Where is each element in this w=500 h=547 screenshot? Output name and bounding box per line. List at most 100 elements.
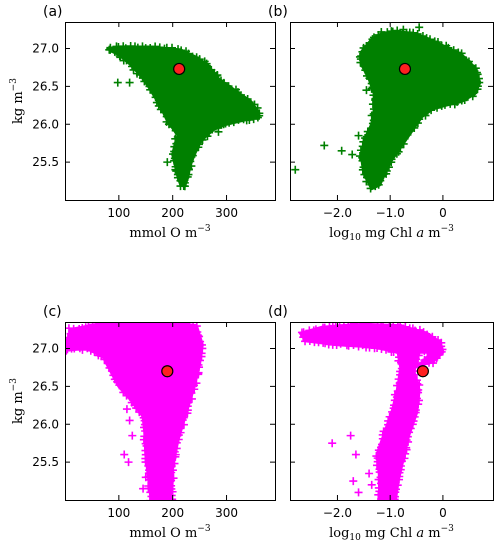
plot-frame <box>65 322 276 501</box>
data-point <box>408 420 417 429</box>
data-point <box>195 356 204 365</box>
data-point <box>404 437 413 446</box>
data-point <box>249 115 258 124</box>
x-axis-label: mmol O m−3 <box>129 524 210 541</box>
data-point <box>393 481 402 490</box>
data-point <box>121 44 130 53</box>
data-point <box>184 165 193 174</box>
data-point <box>423 106 432 115</box>
data-point <box>342 341 351 350</box>
x-tick-label: 200 <box>161 506 184 520</box>
data-point <box>367 480 376 489</box>
data-point <box>344 322 353 329</box>
data-point <box>128 431 137 440</box>
data-point <box>291 165 300 174</box>
data-point <box>348 150 357 159</box>
data-point <box>125 78 134 87</box>
data-point <box>255 111 264 120</box>
data-point <box>168 43 177 52</box>
x-axis-label: mmol O m−3 <box>129 224 210 241</box>
data-cloud <box>291 23 484 193</box>
data-point <box>395 349 404 358</box>
data-point <box>203 132 212 141</box>
data-point <box>402 445 411 454</box>
data-point <box>115 52 124 61</box>
data-point <box>300 332 309 341</box>
data-point <box>320 141 329 150</box>
data-point <box>253 103 262 112</box>
data-point <box>301 337 310 346</box>
y-tick-label: 26.0 <box>32 117 59 131</box>
data-point <box>473 70 482 79</box>
data-point <box>152 322 161 326</box>
data-point <box>187 394 196 403</box>
data-point <box>245 98 254 107</box>
panel-d: −2.0 −1.0 0 log10 mg Chl a m−3 (d) <box>268 304 494 543</box>
data-point <box>392 149 401 158</box>
data-point <box>136 322 145 328</box>
data-point <box>178 416 187 425</box>
data-point <box>151 42 160 51</box>
data-point <box>213 71 222 80</box>
data-point <box>128 62 137 71</box>
data-point <box>145 82 154 91</box>
data-point <box>214 127 223 136</box>
data-point <box>413 119 422 128</box>
data-point <box>444 43 453 52</box>
data-point <box>65 338 71 347</box>
data-point <box>253 113 262 122</box>
data-point <box>360 170 369 179</box>
data-point <box>369 91 378 100</box>
data-point <box>383 424 392 433</box>
data-point <box>409 28 418 37</box>
data-point <box>233 88 242 97</box>
data-point <box>219 120 228 129</box>
data-point <box>410 362 419 371</box>
data-point <box>244 105 253 114</box>
data-point <box>168 495 177 500</box>
data-point <box>401 322 410 331</box>
plot-frame <box>290 322 494 501</box>
data-point <box>151 496 160 500</box>
highlight-marker <box>398 62 412 76</box>
data-point <box>349 477 358 486</box>
data-point <box>415 115 424 124</box>
data-point <box>140 432 149 441</box>
data-point <box>377 440 386 449</box>
x-tick-label: 0 <box>439 206 447 220</box>
x-tick-label: −1.0 <box>376 506 405 520</box>
data-point <box>387 158 396 167</box>
x-tick-label: 300 <box>215 506 238 520</box>
x-axis-label: log10 mg Chl a m−3 <box>329 224 454 243</box>
data-point <box>382 169 391 178</box>
data-point <box>234 115 243 124</box>
data-point <box>161 108 170 117</box>
data-point <box>368 100 377 109</box>
data-point <box>468 92 477 101</box>
data-point <box>66 329 75 338</box>
data-point <box>377 345 386 354</box>
data-point <box>195 55 204 64</box>
data-point <box>171 452 180 461</box>
data-point <box>90 347 99 356</box>
panel-label: (a) <box>43 4 63 20</box>
data-point <box>367 79 376 88</box>
data-point <box>395 475 404 484</box>
data-point <box>176 322 185 328</box>
y-tick-label: 27.0 <box>32 42 59 56</box>
data-point <box>144 481 153 490</box>
data-point <box>427 346 436 355</box>
data-point <box>118 384 127 393</box>
data-point <box>145 322 147 326</box>
data-point <box>157 322 166 326</box>
data-point <box>377 495 386 500</box>
panel-label: (c) <box>43 304 62 320</box>
x-tick-label: 200 <box>161 206 184 220</box>
y-tick-label: 26.5 <box>32 379 59 393</box>
data-point <box>369 105 378 114</box>
data-point <box>473 85 482 94</box>
data-point <box>163 158 172 167</box>
data-point <box>355 52 364 61</box>
data-point <box>361 66 370 75</box>
data-point <box>377 172 386 181</box>
